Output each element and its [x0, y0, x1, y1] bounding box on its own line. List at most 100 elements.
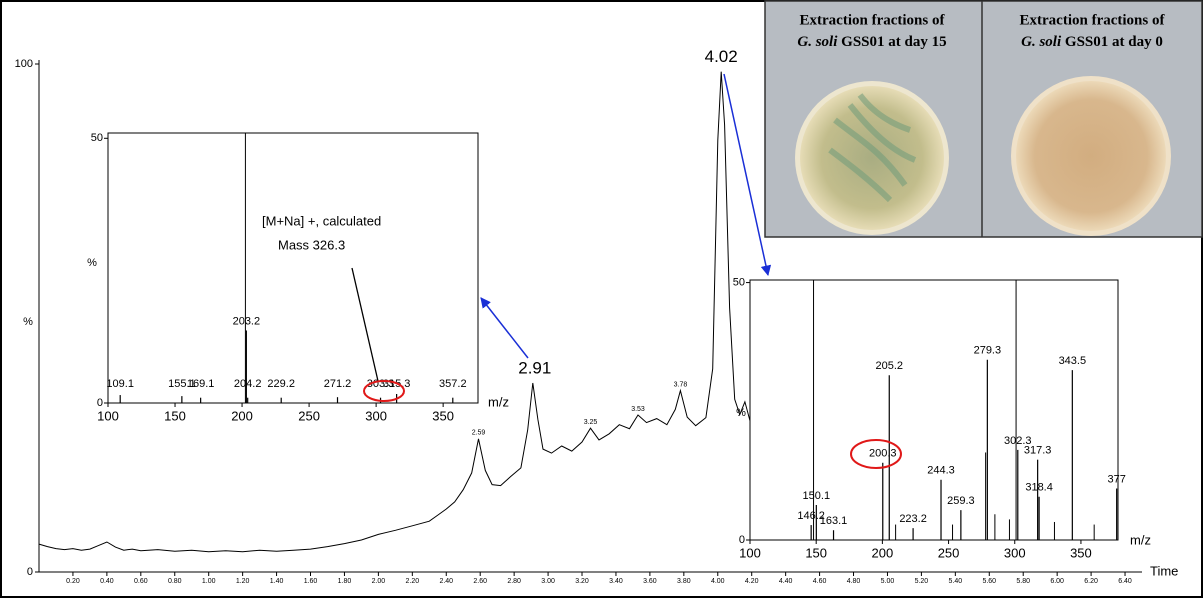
peaks [810, 280, 1118, 540]
peak-label: 205.2 [875, 360, 903, 372]
peak-label: 377 [1107, 473, 1125, 485]
x-tick-label: 2.00 [372, 578, 386, 585]
x-tick-label: 3.80 [677, 578, 691, 585]
plot-frame [107, 132, 479, 404]
x-tick-label: 1.40 [270, 578, 284, 585]
strain: GSS01 at day 0 [1061, 34, 1163, 50]
y-tick-label: 0 [27, 566, 33, 578]
photo-title: Extraction fractions of [1020, 12, 1166, 28]
peak-label: 302.3 [1004, 435, 1032, 447]
x-tick-label: 0.80 [168, 578, 182, 585]
y-tick-label: 0 [739, 534, 745, 546]
photo-title: G. soli GSS01 at day 15 [797, 34, 946, 50]
x-tick-label: 3.60 [643, 578, 657, 585]
y-tick-label: 50 [91, 132, 103, 144]
peak-label: 150.1 [803, 490, 831, 502]
x-tick-label: 2.40 [439, 578, 453, 585]
x-axis-label: Time [1150, 563, 1178, 578]
x-tick-label: 2.80 [507, 578, 521, 585]
peak-label: 343.5 [1059, 355, 1087, 367]
arrow [723, 73, 772, 277]
x-tick-label: 100 [739, 545, 761, 560]
annotation-line [351, 267, 379, 382]
peak-label: 3.53 [631, 406, 645, 413]
peak-label: 259.3 [947, 495, 975, 507]
chromatogram-line [38, 71, 774, 553]
peak-label: 2.59 [472, 430, 486, 437]
x-tick-label: 5.00 [881, 578, 895, 585]
x-tick-label: 300 [1004, 545, 1026, 560]
x-tick-label: 350 [432, 408, 454, 423]
peak-label: 271.2 [324, 378, 352, 390]
peak-label: 109.1 [106, 378, 134, 390]
x-tick-label: 2.60 [473, 578, 487, 585]
x-tick-label: 4.00 [711, 578, 725, 585]
x-tick-label: 200 [231, 408, 253, 423]
y-axis-label: % [23, 316, 33, 328]
arrow [480, 297, 529, 359]
highlight [363, 380, 405, 402]
peak-label: 4.02 [705, 47, 738, 66]
x-tick-label: 2.20 [406, 578, 420, 585]
peak-label: 279.3 [974, 345, 1002, 357]
peak-label: 203.2 [233, 315, 261, 327]
x-tick-label: 1.00 [202, 578, 216, 585]
x-tick-label: 350 [1070, 545, 1092, 560]
colony-streaks [828, 93, 917, 203]
x-axis-label: m/z [1130, 532, 1151, 547]
x-tick-label: 300 [365, 408, 387, 423]
peak-label: 163.1 [820, 515, 848, 527]
x-tick-label: 200 [872, 545, 894, 560]
x-tick-label: 1.80 [338, 578, 352, 585]
x-tick-label: 6.40 [1118, 578, 1132, 585]
photo-title: Extraction fractions of [800, 12, 946, 28]
x-tick-label: 3.00 [541, 578, 555, 585]
peak-label: 169.1 [187, 378, 215, 390]
x-tick-label: 6.20 [1084, 578, 1098, 585]
y-tick-label: 100 [15, 58, 33, 70]
arrows [480, 73, 772, 359]
x-tick-label: 5.40 [949, 578, 963, 585]
x-tick-label: 5.80 [1016, 578, 1030, 585]
x-tick-label: 4.40 [779, 578, 793, 585]
plot-area [108, 133, 478, 403]
species: G. soli [797, 34, 838, 50]
peak-label: 2.91 [518, 359, 551, 378]
peak-label: 229.2 [267, 378, 295, 390]
peak-label: 146.2 [797, 510, 825, 522]
peak-label: 3.78 [674, 381, 688, 388]
peak-label: 155.1 [168, 378, 196, 390]
annotation: [M+Na] +, calculated [262, 213, 381, 228]
mass-spectrum: 0 50 100 150 200 250 300 350 146.2 150.1 163.1 200.… [733, 276, 1151, 560]
peak-label: 244.3 [927, 465, 955, 477]
x-tick-label: 5.20 [915, 578, 929, 585]
x-tick-label: 4.20 [745, 578, 759, 585]
plot-frame [749, 279, 1119, 541]
plot-area [750, 280, 1118, 540]
peak-label: 357.2 [439, 378, 467, 390]
species: G. soli [1021, 34, 1062, 50]
y-axis-label: % [736, 407, 746, 419]
x-tick-label: 5.60 [982, 578, 996, 585]
y-tick-label: 50 [733, 276, 745, 288]
x-tick-label: 100 [97, 408, 119, 423]
highlight [850, 439, 902, 469]
x-tick-label: 0.60 [134, 578, 148, 585]
x-tick-label: 150 [164, 408, 186, 423]
x-axis-label: m/z [488, 394, 509, 409]
plate [1016, 81, 1166, 231]
peak-label: 204.2 [234, 378, 262, 390]
x-tick-label: 1.20 [236, 578, 250, 585]
x-tick-label: 6.00 [1050, 578, 1064, 585]
peak-label: 317.3 [1024, 445, 1052, 457]
x-tick-label: 3.40 [609, 578, 623, 585]
x-tick-label: 1.60 [304, 578, 318, 585]
peak-label: 223.2 [899, 513, 927, 525]
x-tick-label: 3.20 [575, 578, 589, 585]
x-tick-label: 250 [298, 408, 320, 423]
y-axis-label: % [87, 257, 97, 269]
strain: GSS01 at day 15 [837, 34, 946, 50]
